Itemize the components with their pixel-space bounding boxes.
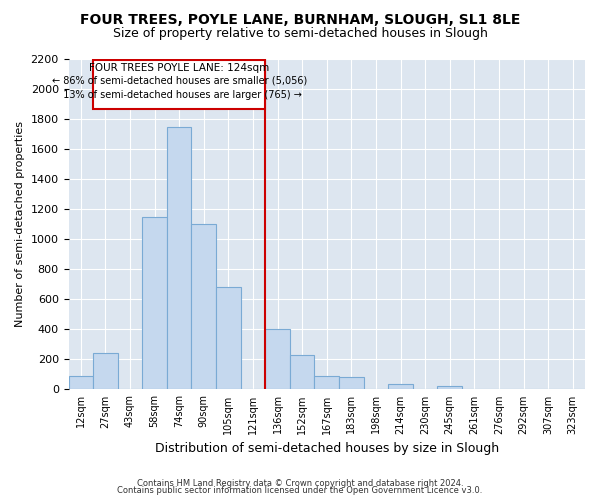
Bar — [167, 126, 191, 390]
Bar — [314, 376, 339, 390]
Text: FOUR TREES POYLE LANE: 124sqm: FOUR TREES POYLE LANE: 124sqm — [89, 63, 269, 73]
Text: 13% of semi-detached houses are larger (765) →: 13% of semi-detached houses are larger (… — [57, 90, 302, 100]
Bar — [339, 378, 364, 390]
X-axis label: Distribution of semi-detached houses by size in Slough: Distribution of semi-detached houses by … — [155, 442, 499, 455]
Text: Contains HM Land Registry data © Crown copyright and database right 2024.: Contains HM Land Registry data © Crown c… — [137, 478, 463, 488]
Bar — [290, 355, 314, 390]
Bar — [265, 330, 290, 390]
Bar — [216, 288, 241, 390]
Y-axis label: Number of semi-detached properties: Number of semi-detached properties — [15, 121, 25, 327]
Text: FOUR TREES, POYLE LANE, BURNHAM, SLOUGH, SL1 8LE: FOUR TREES, POYLE LANE, BURNHAM, SLOUGH,… — [80, 12, 520, 26]
Bar — [191, 224, 216, 390]
Bar — [388, 384, 413, 390]
Bar — [93, 354, 118, 390]
Text: Contains public sector information licensed under the Open Government Licence v3: Contains public sector information licen… — [118, 486, 482, 495]
Text: Size of property relative to semi-detached houses in Slough: Size of property relative to semi-detach… — [113, 28, 487, 40]
Bar — [437, 386, 462, 390]
Text: ← 86% of semi-detached houses are smaller (5,056): ← 86% of semi-detached houses are smalle… — [52, 76, 307, 86]
Bar — [142, 216, 167, 390]
Bar — [93, 60, 265, 108]
Bar — [68, 376, 93, 390]
